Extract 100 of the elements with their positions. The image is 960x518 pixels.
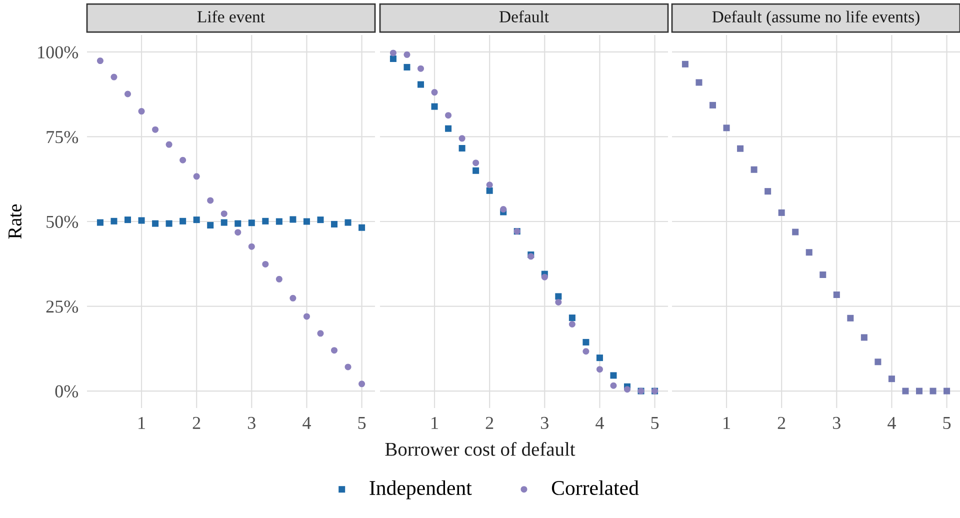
point — [847, 314, 854, 322]
point — [124, 216, 132, 224]
point — [820, 271, 826, 278]
x-tick-label: 4 — [888, 416, 896, 429]
x-tick-label: 3 — [833, 416, 840, 430]
x-tick-label: 5 — [651, 417, 659, 430]
y-tick-label: 100% — [38, 46, 78, 58]
point — [152, 220, 159, 227]
point — [445, 125, 452, 132]
point — [806, 249, 812, 256]
point — [568, 320, 576, 328]
point — [358, 380, 366, 388]
point — [262, 260, 269, 268]
point — [248, 220, 255, 226]
point — [207, 197, 214, 204]
point — [930, 388, 936, 394]
x-tick-label: 2 — [778, 416, 786, 429]
point — [317, 330, 324, 337]
point — [138, 108, 145, 115]
point — [180, 156, 186, 164]
point — [486, 182, 493, 188]
point — [610, 382, 617, 389]
point — [303, 313, 310, 320]
point — [207, 222, 214, 228]
x-tick-label: 2 — [486, 416, 494, 429]
point — [568, 314, 576, 322]
point — [344, 219, 352, 226]
point — [860, 334, 868, 341]
point — [96, 219, 104, 226]
y-tick-label: 25% — [46, 300, 78, 313]
point — [682, 60, 688, 68]
point — [96, 58, 104, 64]
chart-title: Default (assume no life events) — [712, 10, 920, 26]
point — [778, 209, 785, 216]
point — [317, 216, 324, 224]
x-tick-label: 3 — [541, 416, 548, 430]
legend-label: Independent — [370, 480, 472, 500]
point — [234, 220, 242, 227]
x-tick-label: 4 — [302, 416, 311, 429]
x-tick-label: 5 — [943, 417, 951, 430]
point — [750, 166, 758, 173]
chart-title: Default — [499, 10, 549, 22]
point — [696, 79, 702, 86]
x-axis-title: Borrower cost of default — [385, 442, 576, 456]
point — [262, 218, 269, 224]
point — [541, 274, 548, 280]
y-tick-label: 75% — [46, 130, 78, 144]
legend-label: Correlated — [552, 480, 639, 496]
point — [555, 298, 562, 306]
point — [596, 354, 603, 362]
point — [180, 218, 186, 224]
point — [486, 187, 493, 194]
point — [390, 50, 396, 56]
point — [902, 388, 909, 394]
point — [624, 386, 631, 393]
point — [916, 388, 923, 394]
point — [303, 218, 310, 225]
point — [874, 358, 882, 366]
point — [330, 347, 338, 354]
point — [290, 294, 296, 302]
x-tick-label: 1 — [724, 416, 730, 429]
chart-title: Life event — [197, 10, 265, 22]
point — [220, 210, 228, 217]
point — [390, 55, 396, 62]
point — [833, 291, 840, 298]
point — [124, 90, 132, 98]
point — [276, 276, 282, 282]
point — [417, 65, 424, 72]
point — [445, 112, 452, 119]
y-axis-title: Rate — [8, 204, 22, 239]
point — [234, 229, 242, 236]
point — [290, 216, 296, 223]
x-tick-label: 4 — [596, 416, 604, 429]
point — [166, 220, 172, 227]
point — [944, 388, 950, 394]
point — [166, 141, 172, 148]
point — [555, 293, 562, 300]
point — [330, 220, 338, 228]
point — [138, 217, 145, 224]
x-tick-label: 1 — [138, 416, 145, 429]
point — [110, 218, 118, 224]
point — [723, 124, 730, 132]
point — [431, 103, 438, 110]
point — [344, 364, 352, 370]
y-tick-label: 0% — [55, 385, 78, 398]
point — [358, 224, 366, 231]
point — [110, 74, 118, 80]
point — [417, 81, 424, 88]
y-tick-label: 50% — [46, 216, 78, 228]
x-tick-label: 1 — [432, 416, 438, 429]
point — [737, 145, 744, 152]
point — [472, 160, 480, 166]
point — [193, 173, 200, 180]
point — [582, 338, 590, 346]
point — [220, 219, 228, 226]
point — [431, 89, 438, 96]
point — [152, 126, 159, 133]
point — [792, 228, 799, 236]
point — [193, 216, 200, 224]
point — [472, 167, 480, 174]
